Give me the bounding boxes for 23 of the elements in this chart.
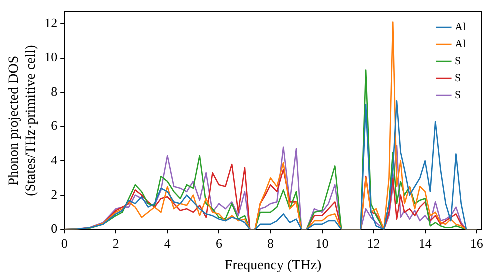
y-tick-label: 4 [51, 152, 58, 168]
legend-label: Al [455, 21, 466, 34]
y-tick-label: 0 [51, 221, 58, 236]
x-tick-label: 4 [164, 236, 172, 251]
x-tick-label: 2 [112, 236, 120, 251]
y-axis-title: Phonon projected DOS (States/THz·primitive cell) [7, 44, 39, 196]
x-tick-label: 12 [367, 236, 380, 251]
legend-label: S [455, 72, 462, 84]
x-tick-label: 14 [418, 236, 432, 251]
x-axis-title: Frequency (THz) [224, 258, 322, 274]
x-tick-label: 8 [267, 236, 274, 251]
x-tick-label: 6 [216, 236, 223, 251]
legend-label: Al [455, 38, 466, 50]
y-tick-label: 10 [44, 50, 58, 65]
x-tick-label: 10 [316, 236, 329, 251]
y-tick-label: 12 [44, 15, 58, 30]
legend-label: S [455, 89, 462, 102]
y-tick-label: 2 [51, 186, 58, 202]
x-tick-label: 0 [61, 236, 68, 251]
y-tick-label: 6 [51, 118, 58, 134]
legend-label: S [455, 55, 462, 68]
y-tick-label: 8 [51, 84, 58, 99]
x-tick-label: 16 [470, 236, 484, 251]
